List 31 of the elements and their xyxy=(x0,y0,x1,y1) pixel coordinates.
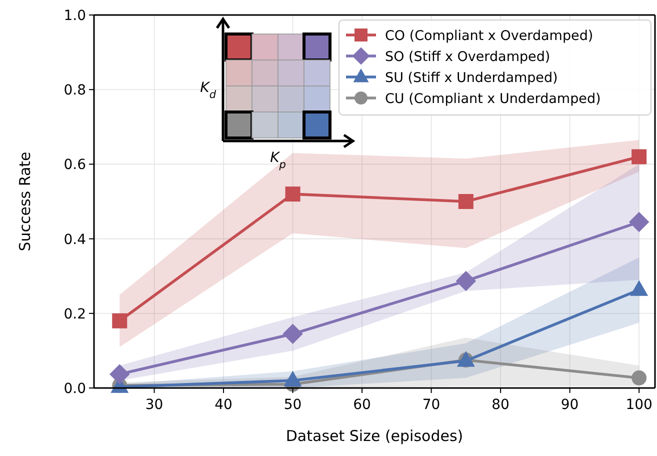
x-tick-label: 80 xyxy=(492,397,510,413)
y-tick-label: 0.6 xyxy=(64,157,86,174)
legend-label: CO (Compliant x Overdamped) xyxy=(385,28,594,44)
x-tick-label: 90 xyxy=(560,397,579,413)
point xyxy=(112,313,128,328)
y-tick-label: 0.4 xyxy=(64,232,86,248)
point xyxy=(632,149,647,164)
x-tick-label: 40 xyxy=(214,397,232,413)
legend-label: SO (Stiff x Overdamped) xyxy=(385,49,550,65)
annotation: K$_{d}$ xyxy=(200,80,216,101)
point xyxy=(285,186,300,202)
point xyxy=(282,324,303,344)
point xyxy=(458,194,474,209)
point xyxy=(632,370,647,386)
y-tick-label: 0.8 xyxy=(64,82,86,99)
x-axis-title: Dataset Size (episodes) xyxy=(286,427,464,445)
point xyxy=(628,212,650,232)
y-tick-label: 0.0 xyxy=(64,381,86,397)
point xyxy=(110,364,130,384)
x-tick-label: 100 xyxy=(626,397,652,413)
legend-label: CU (Compliant x Underdamped) xyxy=(385,91,601,107)
x-tick-label: 30 xyxy=(145,397,164,413)
legend-label: SU (Stiff x Underdamped) xyxy=(385,70,558,86)
x-tick-label: 50 xyxy=(284,397,302,413)
y-tick-label: 0.2 xyxy=(64,306,86,322)
y-axis-title: Success Rate xyxy=(16,152,34,252)
x-tick-label: 70 xyxy=(422,397,440,413)
point xyxy=(456,270,476,292)
y-tick-label: 1.0 xyxy=(64,8,86,24)
annotation: K$_{p}$ xyxy=(270,150,286,171)
x-tick-label: 60 xyxy=(353,397,371,413)
